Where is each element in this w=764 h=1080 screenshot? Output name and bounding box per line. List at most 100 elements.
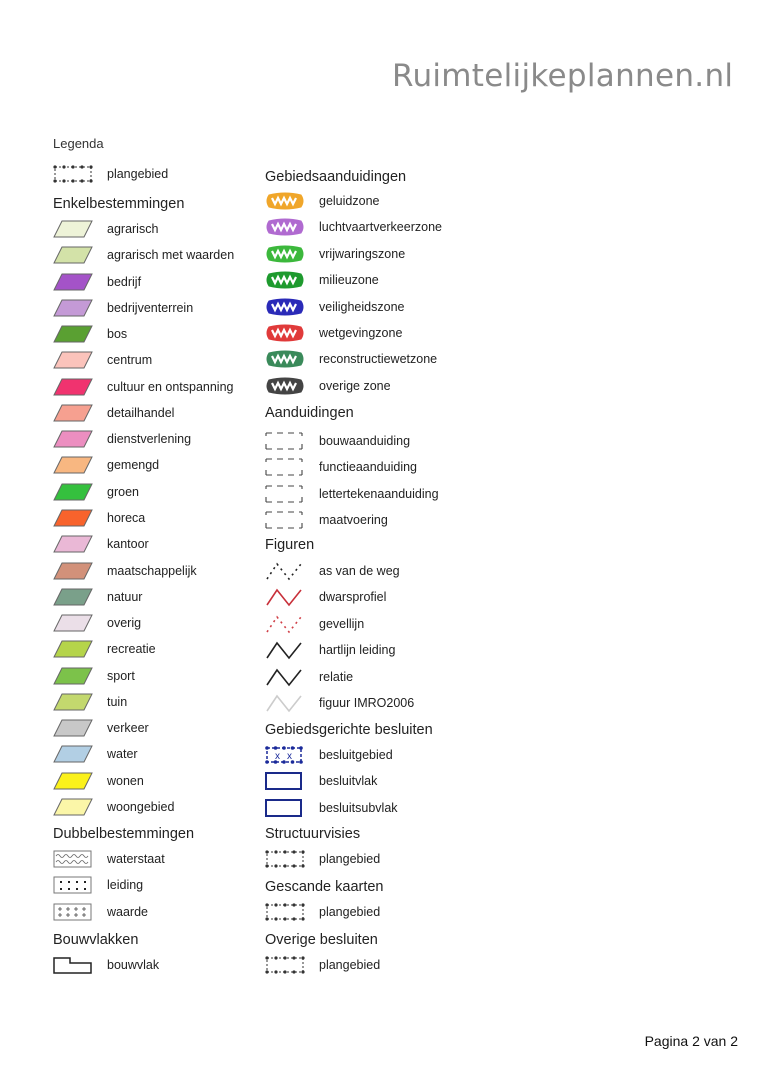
legend-item-label: functieaanduiding xyxy=(319,460,417,475)
legend-item-label: hartlijn leiding xyxy=(319,643,396,658)
legend-item-label: sport xyxy=(107,668,135,683)
legend-item: centrum xyxy=(53,350,152,370)
svg-text:x: x xyxy=(275,751,280,762)
parallelogram-icon xyxy=(53,273,107,291)
section-heading: Gebiedsgerichte besluiten xyxy=(265,722,433,738)
legend-item: functieaanduiding xyxy=(265,457,417,477)
legend-item: bouwvlak xyxy=(53,955,159,975)
dotted-zigzag-icon xyxy=(265,561,319,581)
legend-item-label: vrijwaringszone xyxy=(319,246,406,261)
legend-item-label: relatie xyxy=(319,669,354,684)
legend-item: dienstverlening xyxy=(53,429,191,449)
legend-item-label: natuur xyxy=(107,589,143,604)
zigzag-icon xyxy=(265,667,319,687)
parallelogram-icon xyxy=(53,693,107,711)
dashed-box-icon xyxy=(265,510,319,530)
zone-icon xyxy=(265,271,319,289)
legend-item: groen xyxy=(53,482,139,502)
legend-item-label: plangebied xyxy=(319,905,381,919)
zigzag-icon xyxy=(265,693,319,713)
zone-icon xyxy=(265,377,319,395)
legend-item: plangebied xyxy=(265,849,380,869)
section-heading: Gescande kaarten xyxy=(265,879,384,895)
legend-item-label: besluitgebied xyxy=(319,748,393,762)
legend-item: luchtvaartverkeerzone xyxy=(265,217,442,237)
legend-item: x x besluitgebied xyxy=(265,745,393,765)
zone-icon xyxy=(265,218,319,236)
parallelogram-icon xyxy=(53,798,107,816)
parallelogram-icon xyxy=(53,614,107,632)
parallelogram-icon xyxy=(53,246,107,264)
legend-item-label: overige zone xyxy=(319,378,391,393)
parallelogram-icon xyxy=(53,745,107,763)
legend-item-label: gevellijn xyxy=(319,616,365,631)
legend-item: plangebied xyxy=(265,902,380,922)
legend-item: waarde xyxy=(53,902,148,922)
zone-icon xyxy=(265,298,319,316)
legend-item-label: bedrijventerrein xyxy=(107,300,194,315)
legend-item: horeca xyxy=(53,508,145,528)
dotted-zigzag-icon xyxy=(265,614,319,634)
legend-item: plangebied xyxy=(53,164,168,184)
legend-item: recreatie xyxy=(53,639,156,659)
dashed-box-icon xyxy=(265,431,319,451)
legend-item: bedrijf xyxy=(53,272,141,292)
legend-item: detailhandel xyxy=(53,403,174,423)
dashed-box-icon xyxy=(265,457,319,477)
legend-item: maatschappelijk xyxy=(53,561,197,581)
legend-item-label: dienstverlening xyxy=(107,432,192,447)
parallelogram-icon xyxy=(53,640,107,658)
legend-item: relatie xyxy=(265,667,353,687)
legend-item: overig xyxy=(53,613,141,633)
legend-item: bos xyxy=(53,324,127,344)
legend-item-label: wonen xyxy=(107,773,144,788)
legend-item-label: horeca xyxy=(107,510,146,525)
zigzag-icon xyxy=(265,587,319,607)
legend-item-label: tuin xyxy=(107,694,128,709)
legend-item-label: leiding xyxy=(107,878,144,893)
legend-item-label: maatschappelijk xyxy=(107,563,197,578)
outline-box-icon xyxy=(265,798,319,817)
legend-item: hartlijn leiding xyxy=(265,640,395,660)
wave-box-icon xyxy=(53,850,107,868)
parallelogram-icon xyxy=(53,772,107,790)
parallelogram-icon xyxy=(53,378,107,396)
legend-item: leiding xyxy=(53,875,143,895)
legend-item-label: plangebied xyxy=(319,852,381,866)
legend-item-label: water xyxy=(107,747,138,762)
parallelogram-icon xyxy=(53,509,107,527)
legend-item: agrarisch xyxy=(53,219,158,239)
parallelogram-icon xyxy=(53,404,107,422)
legend-item-label: besluitvlak xyxy=(319,774,378,789)
parallelogram-icon xyxy=(53,588,107,606)
svg-text:x: x xyxy=(287,751,292,762)
legend-item-label: verkeer xyxy=(107,721,149,736)
dashed-box-icon xyxy=(265,484,319,504)
parallelogram-icon xyxy=(53,325,107,343)
parallelogram-icon xyxy=(53,483,107,501)
legend-item: tuin xyxy=(53,692,127,712)
legend-item: figuur IMRO2006 xyxy=(265,693,414,713)
legend-item-label: agrarisch xyxy=(107,222,159,236)
legend-item: kantoor xyxy=(53,534,149,554)
parallelogram-icon xyxy=(53,667,107,685)
building-plane-icon xyxy=(53,956,107,974)
legend-item-label: reconstructiewetzone xyxy=(319,352,438,367)
legend-item-label: dwarsprofiel xyxy=(319,590,387,605)
legend-item-label: overig xyxy=(107,616,142,631)
legend-item-label: veiligheidszone xyxy=(319,299,405,314)
legend-item-label: detailhandel xyxy=(107,405,175,420)
legend-item: lettertekenaanduiding xyxy=(265,484,439,504)
dot-grid-box-icon xyxy=(53,876,107,894)
legend-item-label: besluitsubvlak xyxy=(319,800,398,815)
site-title: Ruimtelijkeplannen.nl xyxy=(392,58,734,94)
section-heading: Gebiedsaanduidingen xyxy=(265,169,407,185)
outline-box-icon xyxy=(265,772,319,791)
legend-item: wonen xyxy=(53,771,144,791)
legend-item-label: geluidzone xyxy=(319,194,380,208)
legend-item-label: plangebied xyxy=(319,958,381,972)
parallelogram-icon xyxy=(53,562,107,580)
legend-item-label: centrum xyxy=(107,353,153,368)
